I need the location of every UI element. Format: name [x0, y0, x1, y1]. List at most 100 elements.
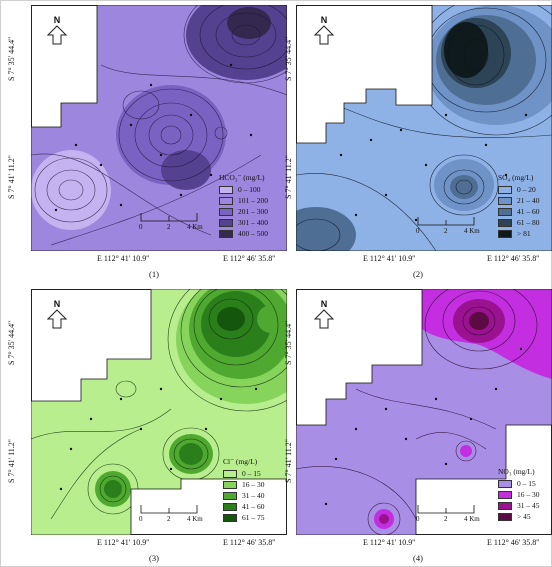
- legend-label: 41 – 60: [517, 207, 540, 216]
- legend-label: 16 – 30: [517, 490, 540, 499]
- legend-row: 0 – 100: [219, 184, 268, 195]
- north-arrow: N: [46, 15, 68, 50]
- scale-label: 2: [167, 515, 171, 523]
- latitude-label: S 7° 35' 44.4'': [7, 37, 16, 81]
- scale-bar-graphic: [417, 217, 475, 226]
- legend-label: 21 – 40: [517, 196, 540, 205]
- legend-title: Cl⁻ (mg/L): [223, 457, 258, 466]
- legend-row: 31 – 40: [223, 490, 265, 501]
- scale-bar-graphic: [140, 505, 198, 514]
- legend-row: 101 – 200: [219, 195, 268, 206]
- legend-row: 21 – 40: [498, 195, 540, 206]
- zone-south-core: [450, 175, 478, 199]
- so4-map: [296, 5, 552, 251]
- study-area: [296, 289, 552, 535]
- north-label: N: [53, 15, 61, 25]
- legend-title: NO₃ (mg/L): [498, 467, 535, 476]
- legend-label: > 45: [517, 512, 531, 521]
- panel-number: (4): [413, 553, 423, 563]
- legend-label: 201 – 300: [238, 207, 268, 216]
- legend-swatch: [498, 490, 512, 499]
- legend-label: 41 – 60: [242, 502, 265, 511]
- legend-swatch: [223, 491, 237, 500]
- legend-row: 301 – 400: [219, 217, 268, 228]
- legend-hco3: HCO₃⁻ (mg/L) 0 – 100 101 – 200 201 – 300…: [219, 173, 268, 239]
- legend-row: 16 – 30: [498, 489, 540, 500]
- legend-row: > 45: [498, 511, 540, 522]
- panel-number: (2): [413, 269, 423, 279]
- longitude-label: E 112° 41' 10.9'': [97, 538, 150, 547]
- legend-label: 0 – 20: [517, 185, 536, 194]
- legend-label: 0 – 15: [242, 469, 261, 478]
- scale-bar: 0 2 4 Km: [139, 211, 203, 235]
- legend-swatch: [219, 196, 233, 205]
- legend-label: 101 – 200: [238, 196, 268, 205]
- legend-no3: NO₃ (mg/L) 0 – 15 16 – 30 31 – 45 > 45: [498, 467, 540, 522]
- latitude-label: S 7° 41' 11.2'': [7, 439, 16, 483]
- map-panel-no3: N NO₃ (mg/L) 0 – 15 16 – 30 31 – 45 > 45…: [296, 289, 552, 535]
- zone-low: [31, 150, 111, 230]
- legend-swatch: [498, 501, 512, 510]
- legend-swatch: [223, 469, 237, 478]
- scale-label: 0: [416, 515, 420, 523]
- longitude-label: E 112° 41' 10.9'': [97, 254, 150, 263]
- legend-label: 31 – 45: [517, 501, 540, 510]
- legend-swatch: [223, 480, 237, 489]
- scale-bar-graphic: [417, 505, 475, 514]
- legend-swatch: [498, 185, 512, 194]
- scale-bar: 0 2 4 Km: [416, 215, 480, 239]
- longitude-label: E 112° 46' 35.8'': [223, 538, 276, 547]
- legend-row: 201 – 300: [219, 206, 268, 217]
- legend-swatch: [223, 502, 237, 511]
- zone-sw-core: [104, 480, 122, 498]
- longitude-label: E 112° 46' 35.8'': [487, 538, 540, 547]
- longitude-label: E 112° 46' 35.8'': [487, 254, 540, 263]
- zone-ne-61-75: [217, 307, 245, 331]
- north-arrow-icon: [313, 309, 335, 329]
- map-panel-hco3: N HCO₃⁻ (mg/L) 0 – 100 101 – 200 201 – 3…: [31, 5, 287, 251]
- latitude-label: S 7° 35' 44.4'': [284, 37, 293, 81]
- legend-label: 400 – 500: [238, 229, 268, 238]
- legend-label: 16 – 30: [242, 480, 265, 489]
- north-arrow: N: [46, 299, 68, 334]
- latitude-label: S 7° 41' 11.2'': [284, 155, 293, 199]
- north-label: N: [320, 299, 328, 309]
- scale-bar-graphic: [140, 213, 198, 222]
- zone-c-core: [179, 443, 203, 465]
- legend-row: 41 – 60: [223, 501, 265, 512]
- zone-c: [460, 445, 472, 457]
- panel-number: (3): [149, 553, 159, 563]
- north-label: N: [320, 15, 328, 25]
- scale-label: 4 Km: [464, 515, 480, 523]
- map-panel-cl: N Cl⁻ (mg/L) 0 – 15 16 – 30 31 – 40 41 –…: [31, 289, 287, 535]
- legend-swatch: [219, 185, 233, 194]
- scale-label: 2: [167, 223, 171, 231]
- legend-swatch: [498, 196, 512, 205]
- scale-label: 4 Km: [187, 223, 203, 231]
- longitude-label: E 112° 41' 10.9'': [363, 538, 416, 547]
- legend-title: HCO₃⁻ (mg/L): [219, 173, 265, 182]
- legend-swatch: [498, 229, 512, 238]
- scale-bar: 0 2 4 Km: [139, 503, 203, 527]
- legend-swatch: [219, 207, 233, 216]
- legend-row: 41 – 60: [498, 206, 540, 217]
- longitude-label: E 112° 46' 35.8'': [223, 254, 276, 263]
- north-arrow-icon: [46, 309, 68, 329]
- legend-row: 61 – 75: [223, 512, 265, 523]
- zone-mid-2: [161, 150, 211, 190]
- legend-swatch: [498, 512, 512, 521]
- scale-label: 4 Km: [187, 515, 203, 523]
- legend-label: 61 – 75: [242, 513, 265, 522]
- legend-row: 400 – 500: [219, 228, 268, 239]
- legend-label: 31 – 40: [242, 491, 265, 500]
- legend-swatch: [498, 479, 512, 488]
- legend-row: 31 – 45: [498, 500, 540, 511]
- legend-row: 16 – 30: [223, 479, 265, 490]
- legend-swatch: [223, 513, 237, 522]
- legend-swatch: [498, 218, 512, 227]
- longitude-label: E 112° 41' 10.9'': [363, 254, 416, 263]
- scale-label: 4 Km: [464, 227, 480, 235]
- legend-row: 0 – 15: [498, 478, 540, 489]
- legend-row: 61 – 80: [498, 217, 540, 228]
